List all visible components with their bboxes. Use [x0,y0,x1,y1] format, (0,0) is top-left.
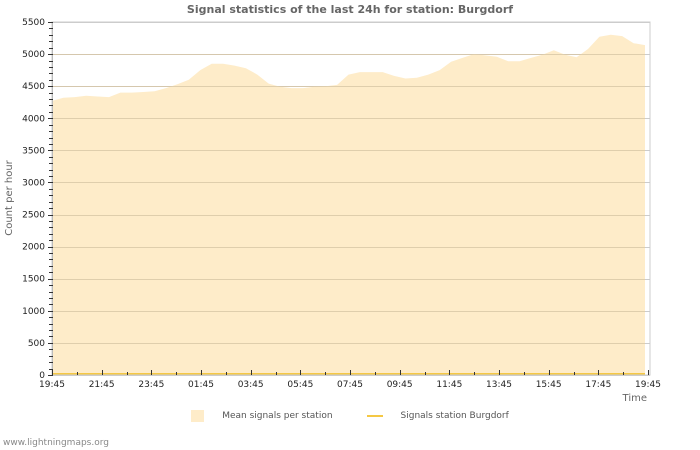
legend-item-burgdorf-signals[interactable]: Signals station Burgdorf [366,410,509,422]
legend: Mean signals per station Signals station… [0,410,700,422]
line-swatch-icon [366,415,383,417]
svg-text:5500: 5500 [22,18,45,28]
svg-text:3500: 3500 [22,146,45,156]
svg-text:21:45: 21:45 [89,380,115,390]
svg-text:3000: 3000 [22,178,45,188]
x-axis-title: Time [622,393,647,404]
area-swatch-icon [191,410,205,422]
svg-text:500: 500 [28,339,45,349]
svg-text:05:45: 05:45 [287,380,313,390]
svg-text:2000: 2000 [22,243,45,253]
svg-text:01:45: 01:45 [188,380,214,390]
y-axis-title: Count per hour [4,159,15,235]
chart-title: Signal statistics of the last 24h for st… [186,3,514,16]
svg-text:1000: 1000 [22,307,45,317]
gridlines-overlay [52,54,645,344]
legend-item-mean-signals[interactable]: Mean signals per station [191,410,333,422]
svg-text:17:45: 17:45 [585,380,611,390]
svg-text:13:45: 13:45 [486,380,512,390]
svg-text:15:45: 15:45 [536,380,562,390]
svg-text:0: 0 [39,371,45,381]
svg-text:23:45: 23:45 [138,380,164,390]
svg-text:19:45: 19:45 [635,380,661,390]
footer-site-link[interactable]: www.lightningmaps.org [3,438,109,448]
svg-text:4000: 4000 [22,114,45,124]
y-axis: 0 500 1000 1500 2000 2500 3000 3500 4000 4500 5000… [22,18,53,381]
svg-text:4500: 4500 [22,82,45,92]
mean-signals-area [52,34,645,376]
svg-text:11:45: 11:45 [436,380,462,390]
legend-label: Mean signals per station [222,411,333,421]
x-axis: 19:45 21:45 23:45 01:45 03:45 05:45 07:45 09:45… [39,370,661,390]
legend-label: Signals station Burgdorf [400,411,509,421]
svg-text:1500: 1500 [22,275,45,285]
svg-text:19:45: 19:45 [39,380,65,390]
svg-text:03:45: 03:45 [238,380,264,390]
svg-text:5000: 5000 [22,50,45,60]
svg-text:07:45: 07:45 [337,380,363,390]
svg-text:09:45: 09:45 [387,380,413,390]
svg-text:2500: 2500 [22,211,45,221]
